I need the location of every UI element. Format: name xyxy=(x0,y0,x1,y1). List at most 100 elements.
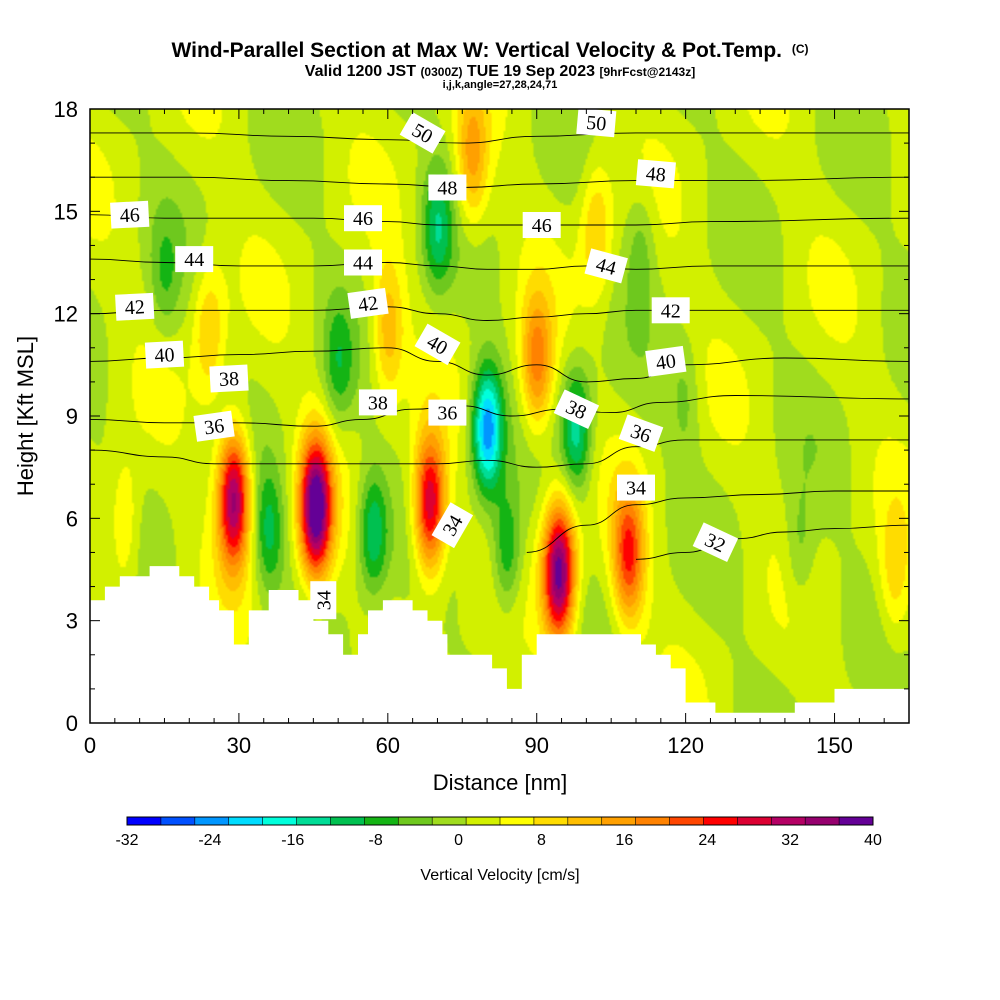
colorbar-swatch xyxy=(466,817,501,825)
contour-label-text: 48 xyxy=(437,178,457,200)
contour-label: 48 xyxy=(635,159,676,189)
contour-label-text: 50 xyxy=(585,112,607,136)
colorbar-swatch xyxy=(567,817,603,825)
colorbar-swatch xyxy=(330,817,365,825)
contour-label: 46 xyxy=(110,200,150,229)
isentrope-46 xyxy=(90,214,909,226)
colorbar-tick-label: 16 xyxy=(615,832,633,849)
colorbar-swatch xyxy=(127,817,162,825)
valid-time-line: Valid 1200 JST (0300Z) TUE 19 Sep 2023 [… xyxy=(305,63,695,80)
colorbar-swatch xyxy=(669,817,704,825)
colorbar-swatch xyxy=(703,817,738,825)
x-axis-label: Distance [nm] xyxy=(433,770,568,795)
isentrope-44 xyxy=(90,258,909,270)
colorbar-swatch xyxy=(771,817,806,825)
contour-label: 44 xyxy=(344,249,382,276)
y-tick-label: 12 xyxy=(54,302,78,327)
colorbar-swatch xyxy=(296,817,331,825)
colorbar-tick-label: 32 xyxy=(781,832,799,849)
contour-label-text: 42 xyxy=(661,300,681,322)
y-axis-label: Height [Kft MSL] xyxy=(13,336,38,496)
isentrope-40 xyxy=(90,347,909,383)
contour-label: 44 xyxy=(175,246,214,273)
colorbar-swatch xyxy=(533,817,569,825)
contour-label-text: 46 xyxy=(119,204,140,227)
colorbar-swatch xyxy=(601,817,637,825)
x-tick-label: 60 xyxy=(376,733,400,758)
contour-label-text: 34 xyxy=(313,590,335,610)
isentrope-48 xyxy=(90,176,909,188)
contour-label: 46 xyxy=(522,212,561,238)
contour-label: 36 xyxy=(428,399,467,426)
contour-label-text: 42 xyxy=(124,296,145,319)
contour-label-text: 38 xyxy=(368,392,388,414)
colorbar-swatch xyxy=(432,817,467,825)
colorbar-label: Vertical Velocity [cm/s] xyxy=(420,867,579,884)
colorbar-swatch xyxy=(737,817,772,825)
colorbar-tick-label: 8 xyxy=(537,832,546,849)
isentrope-50 xyxy=(90,132,909,144)
contour-label: 48 xyxy=(428,174,467,201)
colorbar-swatch xyxy=(160,817,196,825)
y-tick-label: 3 xyxy=(66,609,78,634)
colorbar-tick-label: -24 xyxy=(198,832,221,849)
contour-label-text: 46 xyxy=(353,208,373,230)
contour-label: 38 xyxy=(209,364,249,393)
y-tick-label: 18 xyxy=(54,97,78,122)
colorbar-tick-label: -32 xyxy=(115,832,138,849)
isentrope-34 xyxy=(526,490,909,553)
contour-label-text: 36 xyxy=(437,403,457,425)
contour-label-text: 36 xyxy=(203,415,226,440)
colorbar-tick-label: 40 xyxy=(864,832,882,849)
colorbar-swatch xyxy=(500,817,535,825)
section-params: i,j,k,angle=27,28,24,71 xyxy=(443,79,558,91)
contour-label: 42 xyxy=(651,297,690,324)
y-tick-label: 6 xyxy=(66,506,78,531)
contour-label-text: 44 xyxy=(353,253,373,275)
contour-label-text: 40 xyxy=(154,344,175,367)
colorbar-swatch xyxy=(194,817,230,825)
contour-label-text: 34 xyxy=(626,478,646,500)
chart-title: Wind-Parallel Section at Max W: Vertical… xyxy=(171,39,808,62)
contour-label-text: 44 xyxy=(184,249,204,271)
contour-label: 34 xyxy=(617,474,655,501)
y-tick-label: 15 xyxy=(54,199,78,224)
colorbar-swatch xyxy=(805,817,840,825)
contour-label-text: 40 xyxy=(655,350,678,375)
contour-label: 36 xyxy=(193,410,235,442)
x-tick-label: 150 xyxy=(816,733,853,758)
contour-label: 38 xyxy=(358,389,397,416)
contour-label: 50 xyxy=(576,107,617,138)
colorbar-swatch xyxy=(228,817,264,825)
potential-temperature-contours xyxy=(90,132,909,560)
contour-label-text: 42 xyxy=(357,292,380,317)
x-axis: 0 30 60 90 120 150 xyxy=(84,109,910,758)
x-tick-label: 120 xyxy=(667,733,704,758)
colorbar-swatch xyxy=(635,817,671,825)
contour-label-text: 48 xyxy=(645,163,667,187)
y-tick-label: 0 xyxy=(66,711,78,736)
isentrope-32 xyxy=(635,524,909,560)
terrain-mask xyxy=(90,566,909,723)
colorbar: -32 -24 -16 -8 0 8 16 24 32 40 xyxy=(115,816,882,849)
contour-label: 34 xyxy=(310,581,337,620)
contour-label-text: 46 xyxy=(532,215,552,237)
colorbar-swatch xyxy=(364,817,399,825)
x-tick-label: 90 xyxy=(524,733,548,758)
contour-label: 42 xyxy=(347,287,389,319)
isentrope-38 xyxy=(90,395,909,427)
colorbar-swatch xyxy=(839,817,874,825)
colorbar-tick-label: 24 xyxy=(698,832,716,849)
isentrope-36 xyxy=(90,439,909,468)
x-tick-label: 30 xyxy=(227,733,251,758)
contour-label: 46 xyxy=(344,205,382,232)
contour-label: 40 xyxy=(645,345,687,377)
colorbar-tick-label: -16 xyxy=(281,832,304,849)
colorbar-tick-label: -8 xyxy=(369,832,383,849)
colorbar-swatch xyxy=(262,817,298,825)
colorbar-tick-label: 0 xyxy=(454,832,463,849)
contour-label: 44 xyxy=(584,248,628,284)
